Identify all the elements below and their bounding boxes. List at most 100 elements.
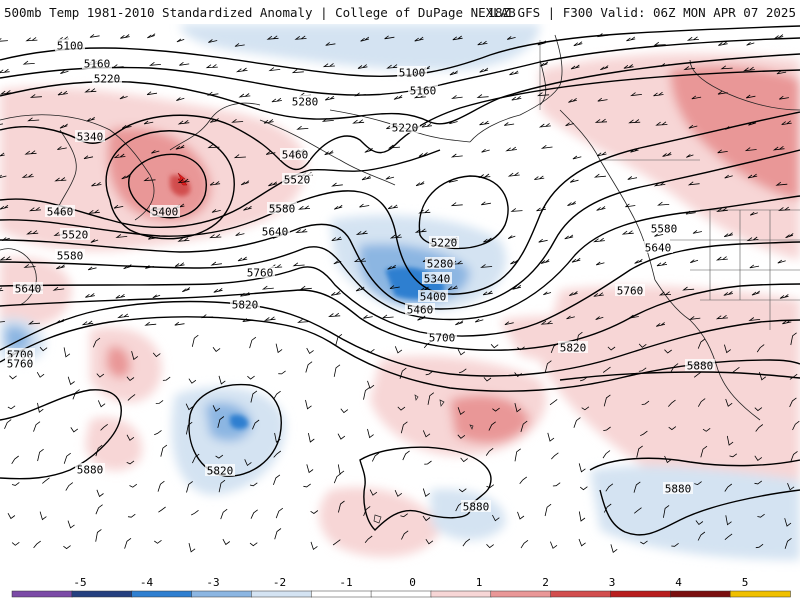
wind-barb xyxy=(626,36,636,42)
anomaly-positive xyxy=(670,65,800,200)
wind-barb xyxy=(89,34,100,38)
wind-barb xyxy=(143,120,154,125)
colorbar-swatch xyxy=(670,590,731,598)
wind-barb xyxy=(273,450,282,458)
wind-barb xyxy=(688,124,698,129)
anomaly-core xyxy=(170,174,191,197)
coastline xyxy=(259,119,396,186)
wind-barb xyxy=(206,91,219,96)
wind-barb xyxy=(694,481,702,486)
wind-barb xyxy=(634,258,643,264)
contour-label-bg xyxy=(260,225,290,237)
wind-barb xyxy=(63,347,71,358)
wind-barb xyxy=(695,520,704,526)
wind-barb xyxy=(9,375,17,380)
contour-label: 5100 xyxy=(399,67,426,80)
wind-barb xyxy=(600,65,609,71)
contour-line xyxy=(128,153,207,219)
wind-barb xyxy=(11,482,20,486)
wind-barb xyxy=(179,61,190,66)
wind-barb xyxy=(324,150,334,156)
contour-label: 5820 xyxy=(232,299,259,312)
wind-barb xyxy=(538,123,551,128)
wind-barb xyxy=(657,201,670,206)
wind-barb xyxy=(682,286,695,291)
wind-barb xyxy=(0,287,4,292)
contour-label: 5820 xyxy=(207,465,234,478)
wind-barb xyxy=(514,372,522,377)
wind-barb xyxy=(381,314,394,319)
header-bar: 500mb Temp 1981-2010 Standardized Anomal… xyxy=(0,0,800,24)
wind-barb xyxy=(42,477,50,484)
wind-barb xyxy=(596,151,607,157)
wind-barb xyxy=(593,173,606,178)
wind-barb xyxy=(333,364,341,377)
wind-barb xyxy=(418,209,431,214)
wind-barb xyxy=(0,256,12,261)
contour-label-bg xyxy=(82,57,112,69)
anomaly-map: 5100516052205340546055205580564057005760… xyxy=(0,24,800,560)
wind-barb xyxy=(568,97,577,103)
wind-barb xyxy=(252,419,260,430)
wind-barb xyxy=(97,400,106,408)
wind-barb xyxy=(566,315,575,320)
wind-barb xyxy=(67,520,75,529)
contour-line xyxy=(559,371,800,381)
wind-barb xyxy=(687,181,700,186)
wind-barb xyxy=(146,91,158,96)
wind-barb xyxy=(510,259,519,265)
wind-barb xyxy=(725,515,732,526)
wind-barb xyxy=(654,233,664,237)
wind-barb xyxy=(387,264,396,270)
wind-barbs xyxy=(0,33,800,553)
wind-barb xyxy=(359,203,370,208)
wind-barb xyxy=(662,152,672,157)
wind-barb xyxy=(777,259,786,264)
wind-barb xyxy=(717,149,728,154)
wind-barb xyxy=(95,444,103,457)
wind-barb xyxy=(126,460,135,465)
anomaly-positive xyxy=(319,487,440,557)
wind-barb xyxy=(273,474,281,486)
wind-barb xyxy=(537,92,550,97)
contour-label: 5760 xyxy=(617,285,644,298)
wind-barb xyxy=(0,204,9,210)
contour-label-bg xyxy=(55,249,85,261)
wind-barb xyxy=(779,294,789,299)
wind-barb xyxy=(92,337,101,348)
wind-barb xyxy=(95,504,103,515)
wind-barb xyxy=(751,290,761,296)
contour-label: 5340 xyxy=(77,131,104,144)
wind-barb xyxy=(220,508,228,520)
contour-label-bg xyxy=(408,84,438,96)
wind-barb xyxy=(401,530,409,540)
wind-barb xyxy=(186,481,193,493)
wind-barb xyxy=(570,64,580,70)
wind-barb xyxy=(479,120,490,126)
colorbar-swatch xyxy=(11,590,73,598)
wind-barb xyxy=(697,531,706,541)
wind-barb xyxy=(716,207,728,212)
coastline xyxy=(689,59,800,111)
wind-barb xyxy=(519,476,528,485)
colorbar-tick-label: -5 xyxy=(73,576,86,589)
wind-barb xyxy=(129,483,138,488)
wind-barb xyxy=(550,541,558,549)
wind-barb xyxy=(182,287,191,293)
wind-barb xyxy=(565,122,575,127)
contour-label-bg xyxy=(429,236,459,248)
wind-barb xyxy=(249,542,258,547)
wind-barb xyxy=(297,319,310,323)
wind-barb xyxy=(748,120,757,126)
wind-barb xyxy=(607,346,616,351)
wind-barb xyxy=(748,317,761,322)
wind-barb xyxy=(209,118,220,123)
wind-barb xyxy=(688,316,701,320)
wind-barb xyxy=(23,264,36,268)
wind-barb xyxy=(702,427,711,432)
wind-barb xyxy=(233,154,246,159)
wind-barb xyxy=(547,432,555,442)
wind-barb xyxy=(384,35,395,40)
contour-label-bg xyxy=(75,130,105,142)
wind-barb xyxy=(0,90,12,95)
